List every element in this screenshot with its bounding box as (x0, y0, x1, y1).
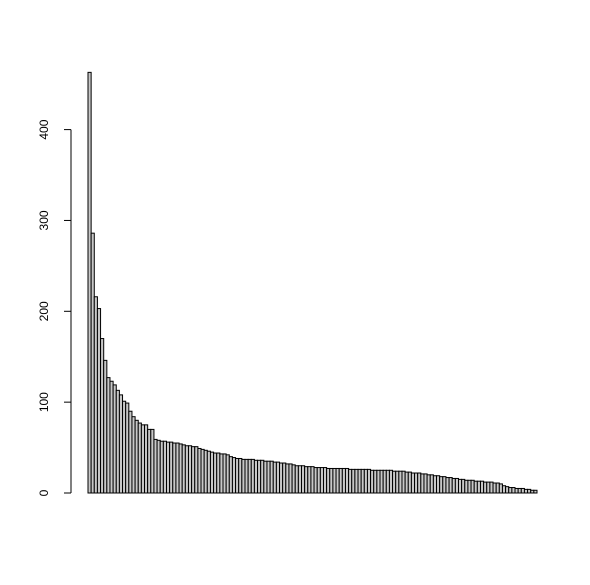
bar-series (88, 72, 537, 493)
bar (534, 490, 537, 493)
y-axis: 0 100 200 300 400 (37, 119, 71, 496)
y-tick-label: 400 (37, 119, 51, 139)
y-tick-label: 0 (37, 489, 51, 496)
y-tick-label: 300 (37, 210, 51, 230)
y-tick-label: 200 (37, 301, 51, 321)
y-tick-label: 100 (37, 392, 51, 412)
